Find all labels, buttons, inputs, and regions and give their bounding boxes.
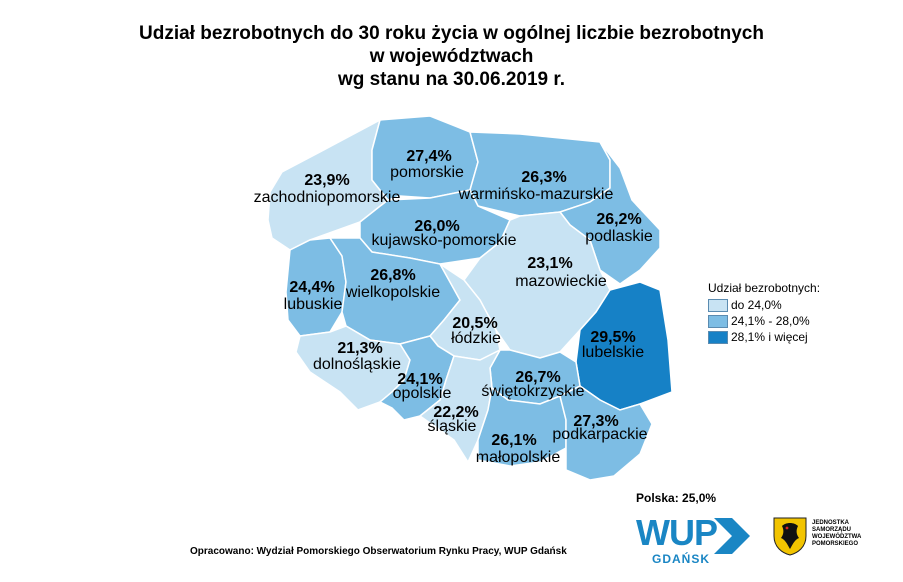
institution-line-1: JEDNOSTKA [812,520,850,526]
name-label-pomorskie: pomorskie [390,164,464,181]
region-opolskie [378,335,455,421]
poland-total: Polska: 25,0% [636,491,717,505]
pomorskie-crest-icon [773,517,807,556]
legend-label-high: 28,1% i więcej [731,330,808,344]
name-label-lubelskie: lubelskie [582,344,644,361]
name-label-dolnoslaskie: dolnośląskie [313,356,401,373]
value-label-swietokrzyskie: 26,7% [515,369,560,386]
institution-line-3: WOJEWÓDZTWA [812,534,862,540]
legend-label-low: do 24,0% [731,298,782,312]
legend-title: Udział bezrobotnych: [708,281,821,295]
value-label-kujawsko-pomorskie: 26,0% [414,218,459,235]
legend-swatch-low [708,298,728,312]
value-label-zachodniopomorskie: 23,9% [304,172,349,189]
legend-swatch-high [708,330,728,344]
name-label-warminsko-mazurskie: warmińsko-mazurskie [458,186,614,203]
map-title: Udział bezrobotnych do 30 roku życia w o… [0,22,903,91]
institution-line-2: SAMORZĄDU [812,527,851,533]
legend-item-high: 28,1% i więcej [708,329,820,345]
legend: Udział bezrobotnych: do 24,0% 24,1% - 28… [708,280,820,345]
source-note: Opracowano: Wydział Pomorskiego Obserwat… [190,546,567,557]
name-label-kujawsko-pomorskie: kujawsko-pomorskie [372,232,517,249]
value-label-mazowieckie: 23,1% [527,255,572,272]
institution-text: JEDNOSTKA SAMORZĄDU WOJEWÓDZTWA POMORSKI… [812,520,861,548]
region-malopolskie [477,386,567,467]
value-label-podkarpackie: 27,3% [573,413,618,430]
name-label-zachodniopomorskie: zachodniopomorskie [254,189,401,206]
name-label-wielkopolskie: wielkopolskie [345,284,440,301]
wup-logo: WUP GDAŃSK [636,512,756,568]
value-label-wielkopolskie: 26,8% [370,267,415,284]
wup-logo-city: GDAŃSK [652,552,711,566]
title-line-2: w województwach [369,46,534,67]
name-label-podkarpackie: podkarpackie [552,426,647,443]
legend-swatch-mid [708,314,728,328]
value-label-malopolskie: 26,1% [491,432,536,449]
region-podkarpackie [559,385,653,481]
name-label-mazowieckie: mazowieckie [515,273,607,290]
name-label-swietokrzyskie: świętokrzyskie [481,383,584,400]
value-label-pomorskie: 27,4% [406,148,451,165]
value-label-lodzkie: 20,5% [452,315,497,332]
name-label-lodzkie: łódzkie [451,330,501,347]
legend-item-low: do 24,0% [708,297,820,313]
value-label-dolnoslaskie: 21,3% [337,340,382,357]
name-label-opolskie: opolskie [393,385,452,402]
legend-label-mid: 24,1% - 28,0% [731,314,810,328]
legend-item-mid: 24,1% - 28,0% [708,313,820,329]
value-label-opolskie: 24,1% [397,371,442,388]
value-label-slaskie: 22,2% [433,404,478,421]
name-label-slaskie: śląskie [428,418,477,435]
name-label-malopolskie: małopolskie [476,449,561,466]
name-label-podlaskie: podlaskie [585,228,653,245]
value-label-lubelskie: 29,5% [590,329,635,346]
value-label-warminsko-mazurskie: 26,3% [521,169,566,186]
arrow-icon [714,518,750,554]
title-line-3: wg stanu na 30.06.2019 r. [337,69,566,90]
institution-line-4: POMORSKIEGO [812,541,859,547]
name-label-lubuskie: lubuskie [284,296,343,313]
wup-logo-text: WUP [636,512,718,553]
title-line-1: Udział bezrobotnych do 30 roku życia w o… [139,23,764,44]
value-label-lubuskie: 24,4% [289,279,334,296]
value-label-podlaskie: 26,2% [596,211,641,228]
